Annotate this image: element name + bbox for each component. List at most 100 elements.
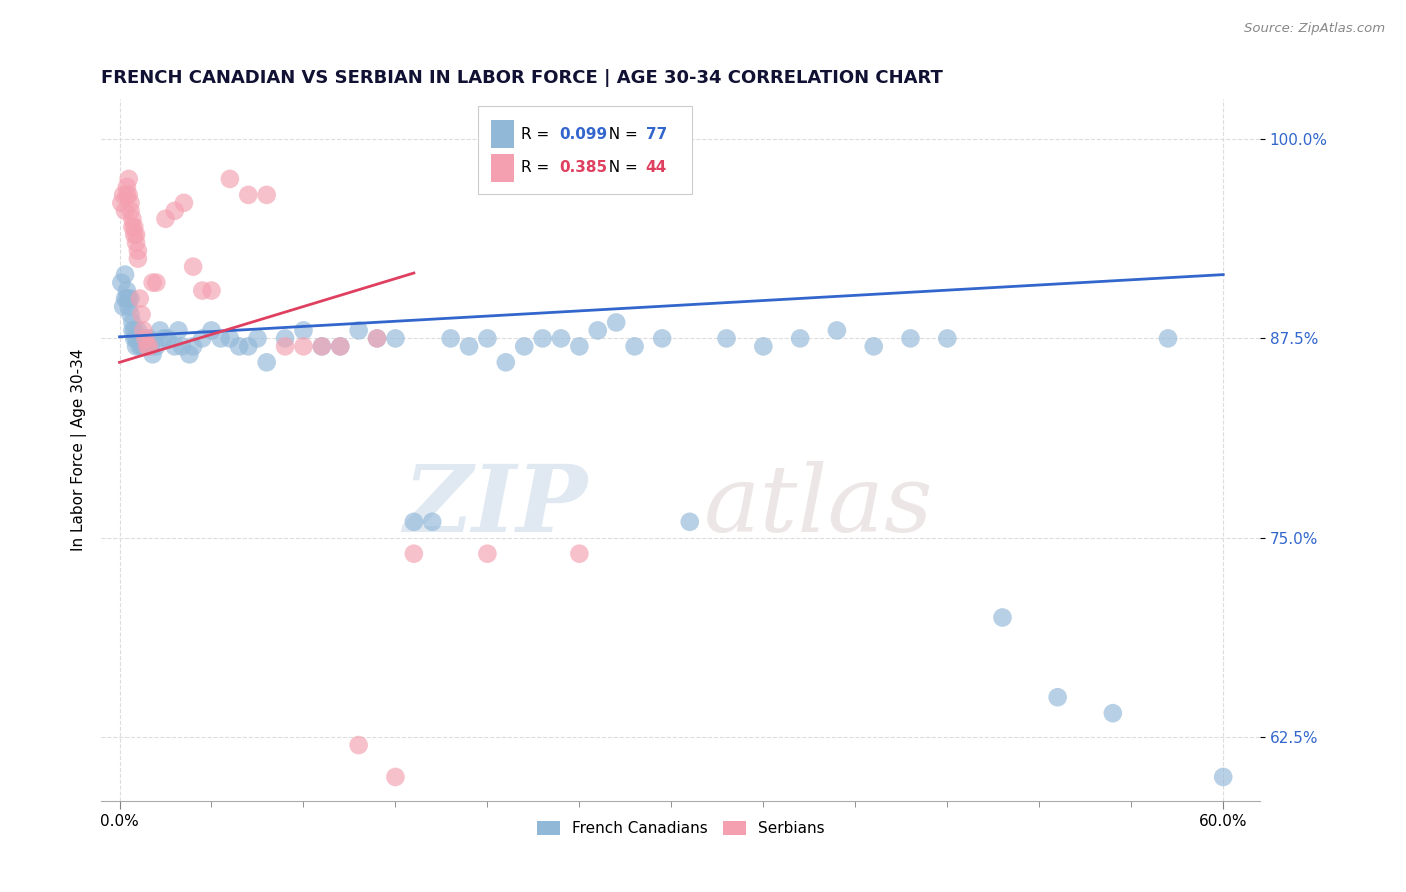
Point <box>122 219 145 234</box>
Point <box>110 195 132 210</box>
Point <box>122 323 145 337</box>
Point <box>384 770 406 784</box>
Point <box>149 323 172 337</box>
Point <box>120 195 142 210</box>
Text: ZIP: ZIP <box>404 461 588 551</box>
Point <box>115 292 138 306</box>
Point <box>110 276 132 290</box>
Point <box>112 300 135 314</box>
Point <box>128 292 150 306</box>
FancyBboxPatch shape <box>478 106 692 194</box>
Y-axis label: In Labor Force | Age 30-34: In Labor Force | Age 30-34 <box>72 349 87 551</box>
Point <box>118 187 141 202</box>
Point <box>623 339 645 353</box>
Point <box>152 331 174 345</box>
Point <box>120 308 142 322</box>
Point <box>142 347 165 361</box>
Point <box>789 331 811 345</box>
Point <box>219 172 242 186</box>
Point <box>458 339 481 353</box>
Point <box>366 331 388 345</box>
Point <box>238 187 260 202</box>
Point <box>274 331 297 345</box>
Point <box>115 284 138 298</box>
Point <box>114 292 136 306</box>
Text: FRENCH CANADIAN VS SERBIAN IN LABOR FORCE | AGE 30-34 CORRELATION CHART: FRENCH CANADIAN VS SERBIAN IN LABOR FORC… <box>101 69 943 87</box>
Point <box>121 315 143 329</box>
Point <box>246 331 269 345</box>
Point <box>115 180 138 194</box>
Point <box>114 268 136 282</box>
Point <box>900 331 922 345</box>
Point <box>125 227 148 242</box>
Point <box>752 339 775 353</box>
Point <box>329 339 352 353</box>
Point <box>121 323 143 337</box>
Point <box>118 292 141 306</box>
Point <box>200 284 222 298</box>
Bar <box>491 120 513 148</box>
Point <box>586 323 609 337</box>
Point <box>991 610 1014 624</box>
Point <box>825 323 848 337</box>
Point <box>420 515 443 529</box>
Point <box>256 355 278 369</box>
Point <box>122 227 145 242</box>
Point <box>125 235 148 250</box>
Point <box>238 339 260 353</box>
Point <box>118 300 141 314</box>
Point <box>139 339 162 353</box>
Point <box>191 331 214 345</box>
Text: 0.099: 0.099 <box>560 127 607 142</box>
Point <box>120 203 142 218</box>
Point <box>138 339 160 353</box>
Point <box>256 187 278 202</box>
Point <box>384 331 406 345</box>
Point <box>311 339 333 353</box>
Point <box>311 339 333 353</box>
Point <box>568 339 591 353</box>
Point <box>716 331 738 345</box>
Legend: French Canadians, Serbians: French Canadians, Serbians <box>530 815 831 842</box>
Point <box>134 331 156 345</box>
Point <box>402 547 425 561</box>
Text: atlas: atlas <box>704 461 934 551</box>
Point <box>167 323 190 337</box>
Point <box>181 260 204 274</box>
Text: N =: N = <box>599 127 643 142</box>
Point <box>679 515 702 529</box>
Point <box>127 323 149 337</box>
Point <box>163 339 186 353</box>
Point <box>132 339 155 353</box>
Point <box>179 347 201 361</box>
Bar <box>491 154 513 182</box>
Text: 0.385: 0.385 <box>560 161 607 176</box>
Point <box>862 339 884 353</box>
Point <box>121 211 143 226</box>
Point <box>155 211 177 226</box>
Point <box>127 252 149 266</box>
Point <box>1101 706 1123 721</box>
Point <box>131 339 153 353</box>
Point <box>128 339 150 353</box>
Point <box>127 331 149 345</box>
Point <box>132 323 155 337</box>
Point <box>120 292 142 306</box>
Point <box>651 331 673 345</box>
Point <box>568 547 591 561</box>
Point <box>163 203 186 218</box>
Text: 44: 44 <box>645 161 666 176</box>
Point <box>347 323 370 337</box>
Point <box>219 331 242 345</box>
Point <box>125 331 148 345</box>
Point <box>115 187 138 202</box>
Text: R =: R = <box>520 161 554 176</box>
Point <box>1046 690 1069 705</box>
Point <box>127 244 149 258</box>
Point <box>347 738 370 752</box>
Point <box>134 331 156 345</box>
Text: N =: N = <box>599 161 643 176</box>
Point <box>173 195 195 210</box>
Point <box>550 331 572 345</box>
Point <box>329 339 352 353</box>
